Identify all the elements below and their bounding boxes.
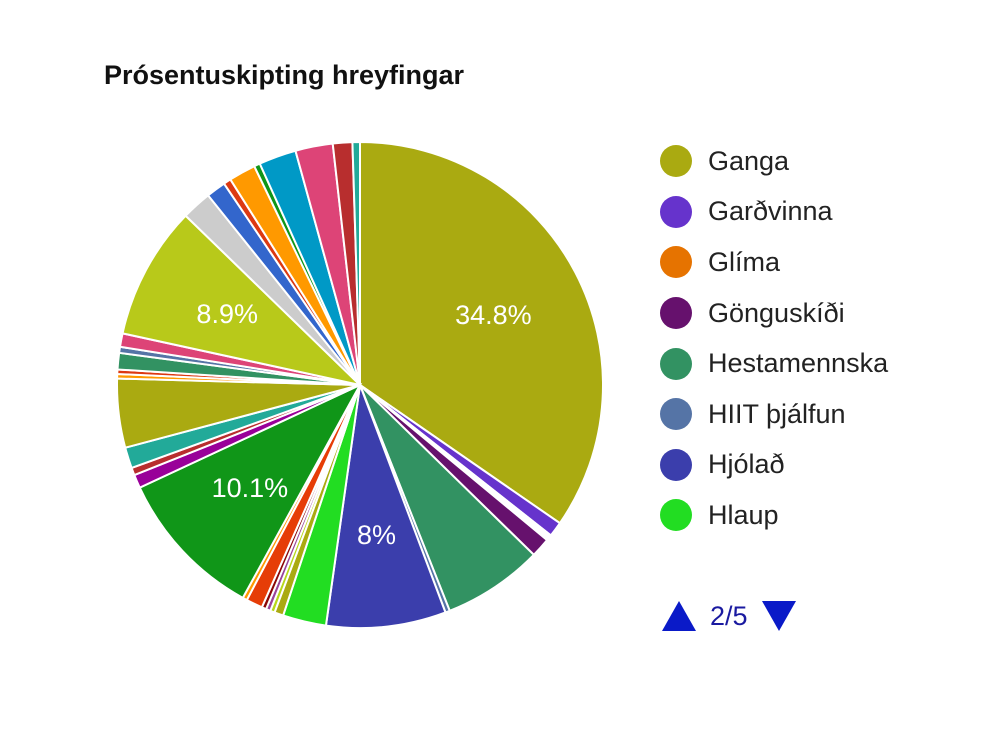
pie-slices bbox=[116, 140, 604, 629]
pie-slice[interactable] bbox=[324, 384, 447, 629]
pie-slice[interactable] bbox=[359, 140, 604, 525]
pie-slice[interactable] bbox=[138, 382, 363, 600]
pie-slice-labels: 34.8% 8% 10.1% 8.9% bbox=[196, 299, 531, 550]
legend-swatch-icon bbox=[660, 448, 692, 481]
legend-swatch-icon bbox=[660, 195, 692, 228]
chart-title: Prósentuskipting hreyfingar bbox=[104, 60, 465, 90]
pager-prev-arrow-icon[interactable] bbox=[662, 601, 696, 631]
legend-swatch-icon bbox=[660, 347, 692, 380]
legend-swatch-icon bbox=[660, 499, 692, 532]
pie-slice-label: 8% bbox=[357, 520, 396, 550]
pie-slice-label: 8.9% bbox=[196, 299, 258, 329]
pie-slice-label: 34.8% bbox=[455, 300, 532, 330]
legend-swatch-icon bbox=[660, 297, 692, 330]
legend-swatch-icon bbox=[660, 398, 692, 431]
legend-item-label: HIIT þjálfun bbox=[708, 398, 846, 429]
legend-item-label: Hestamennska bbox=[708, 348, 889, 379]
legend-item[interactable]: Hlaup bbox=[660, 490, 990, 541]
legend-item[interactable]: Hjólað bbox=[660, 440, 990, 491]
legend-item-label: Hjólað bbox=[708, 449, 785, 480]
legend-pager: 2/5 bbox=[662, 596, 796, 636]
pie-slice[interactable] bbox=[121, 214, 364, 387]
pie-slice-label: 10.1% bbox=[212, 473, 289, 503]
legend-item-label: Garðvinna bbox=[708, 196, 833, 227]
legend-item[interactable]: Garðvinna bbox=[660, 187, 990, 238]
pager-next-arrow-icon[interactable] bbox=[761, 601, 796, 631]
pager-page-indicator: 2/5 bbox=[710, 600, 748, 631]
legend-item-label: Hlaup bbox=[708, 499, 779, 530]
legend-swatch-icon bbox=[660, 145, 692, 178]
legend-item[interactable]: Ganga bbox=[660, 136, 990, 187]
legend-swatch-icon bbox=[660, 246, 692, 279]
legend-item[interactable]: Glíma bbox=[660, 237, 990, 288]
legend-item[interactable]: Gönguskíði bbox=[660, 288, 990, 339]
pie-slice[interactable] bbox=[351, 140, 361, 386]
legend-item-label: Ganga bbox=[708, 145, 790, 176]
legend-item[interactable]: HIIT þjálfun bbox=[660, 389, 990, 440]
legend-item-label: Glíma bbox=[708, 246, 781, 277]
legend-item[interactable]: Hestamennska bbox=[660, 338, 990, 389]
legend-item-label: Gönguskíði bbox=[708, 297, 845, 328]
legend: Ganga Garðvinna Glíma Gönguskíði Hestamennsk… bbox=[660, 136, 990, 541]
